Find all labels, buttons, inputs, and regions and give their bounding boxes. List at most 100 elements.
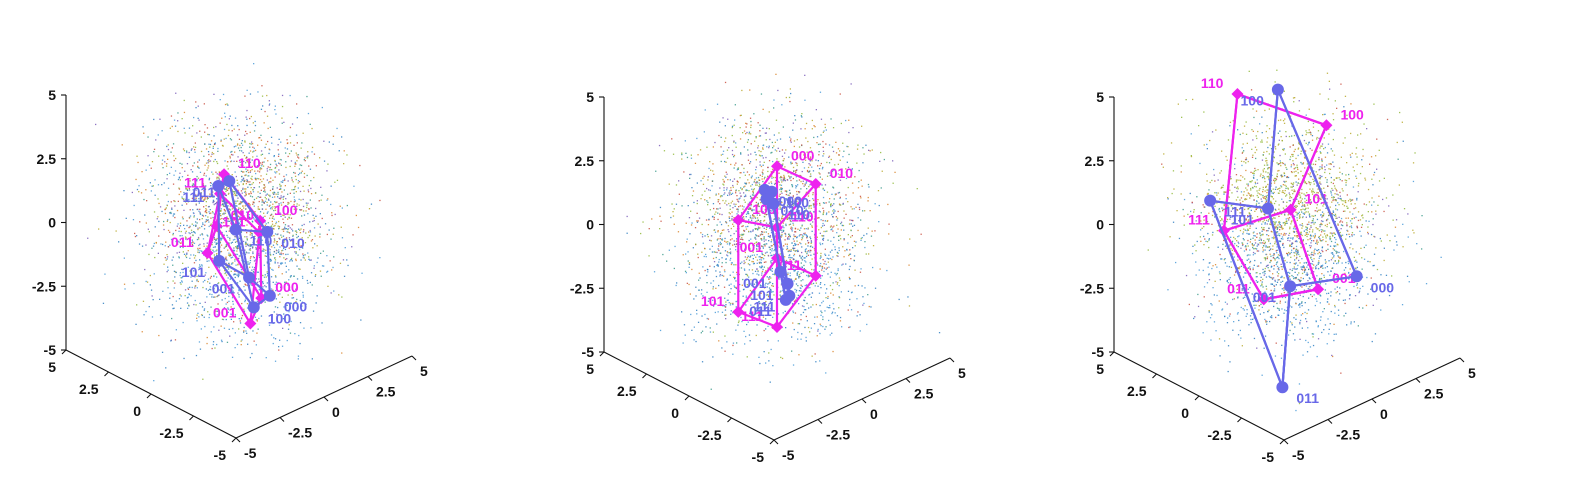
data-point <box>733 217 735 219</box>
data-point <box>163 228 165 231</box>
data-point <box>261 180 263 183</box>
data-point <box>829 307 831 309</box>
data-point <box>802 183 804 185</box>
data-point <box>177 130 179 133</box>
data-point <box>712 305 715 307</box>
data-point <box>758 242 760 244</box>
data-point <box>753 215 755 217</box>
data-point <box>235 200 237 202</box>
data-point <box>860 219 862 221</box>
data-point <box>167 266 169 268</box>
data-point <box>773 176 775 179</box>
data-point <box>831 258 833 261</box>
data-point <box>760 267 762 269</box>
data-point <box>203 309 205 311</box>
data-point <box>289 165 291 168</box>
data-point <box>723 189 725 191</box>
data-point <box>173 213 176 215</box>
data-point <box>805 217 808 219</box>
data-point <box>246 239 248 241</box>
data-point <box>829 284 832 287</box>
data-point <box>858 181 860 183</box>
data-point <box>275 298 277 300</box>
data-point <box>247 175 249 177</box>
data-point <box>804 153 806 156</box>
data-point <box>177 178 180 181</box>
data-point <box>819 332 821 335</box>
vertex-label: 100 <box>274 202 298 218</box>
data-point <box>764 209 767 211</box>
data-point <box>357 226 360 229</box>
data-point <box>758 205 760 208</box>
data-point <box>145 189 147 191</box>
data-point <box>265 173 268 175</box>
data-point <box>746 284 748 286</box>
data-point <box>173 287 175 289</box>
data-point <box>812 170 815 172</box>
data-point <box>778 241 780 243</box>
data-point <box>810 249 812 252</box>
data-point <box>822 146 824 148</box>
data-point <box>856 148 859 150</box>
data-point <box>727 255 729 257</box>
data-point <box>212 341 215 343</box>
data-point <box>274 360 277 362</box>
data-point <box>294 333 296 335</box>
data-point <box>712 257 715 260</box>
data-point <box>268 205 270 207</box>
data-point <box>867 227 869 229</box>
data-point <box>729 274 731 276</box>
data-point <box>320 275 322 277</box>
data-point <box>306 279 308 282</box>
data-point <box>825 129 827 131</box>
data-point <box>218 171 220 173</box>
data-point <box>681 205 683 207</box>
data-point <box>671 138 673 140</box>
data-point <box>778 160 780 163</box>
data-point <box>193 146 195 148</box>
data-point <box>855 241 857 243</box>
data-point <box>754 236 756 238</box>
data-point <box>228 300 230 302</box>
data-point <box>759 220 761 223</box>
data-point <box>313 265 315 267</box>
data-point <box>745 295 747 297</box>
data-point <box>198 238 200 240</box>
data-point <box>806 320 808 322</box>
data-point <box>259 182 261 184</box>
data-point <box>839 204 841 206</box>
data-point <box>721 311 724 313</box>
data-point <box>293 275 295 277</box>
data-point <box>800 287 802 290</box>
data-point <box>796 240 798 242</box>
data-point <box>832 127 835 129</box>
data-point <box>792 203 794 206</box>
data-point <box>219 251 222 253</box>
data-point <box>704 199 706 201</box>
data-point <box>272 179 274 181</box>
data-point <box>236 274 238 276</box>
data-point <box>208 179 210 181</box>
data-point <box>209 182 212 184</box>
data-point <box>174 282 176 284</box>
data-point <box>696 313 698 315</box>
data-point <box>244 141 246 143</box>
data-point <box>784 233 787 235</box>
data-point <box>280 164 282 166</box>
data-point <box>830 205 832 208</box>
data-point <box>831 170 834 172</box>
data-point <box>804 183 806 185</box>
data-point <box>280 181 282 183</box>
data-point <box>154 256 156 259</box>
data-point <box>239 216 241 218</box>
data-point <box>819 232 821 234</box>
data-point <box>769 276 771 278</box>
data-point <box>871 230 873 232</box>
vertex-marker-circle <box>212 180 225 193</box>
data-point <box>865 144 867 146</box>
data-point <box>786 191 788 193</box>
data-point <box>822 187 824 189</box>
data-point <box>238 184 240 186</box>
data-point <box>252 182 254 184</box>
